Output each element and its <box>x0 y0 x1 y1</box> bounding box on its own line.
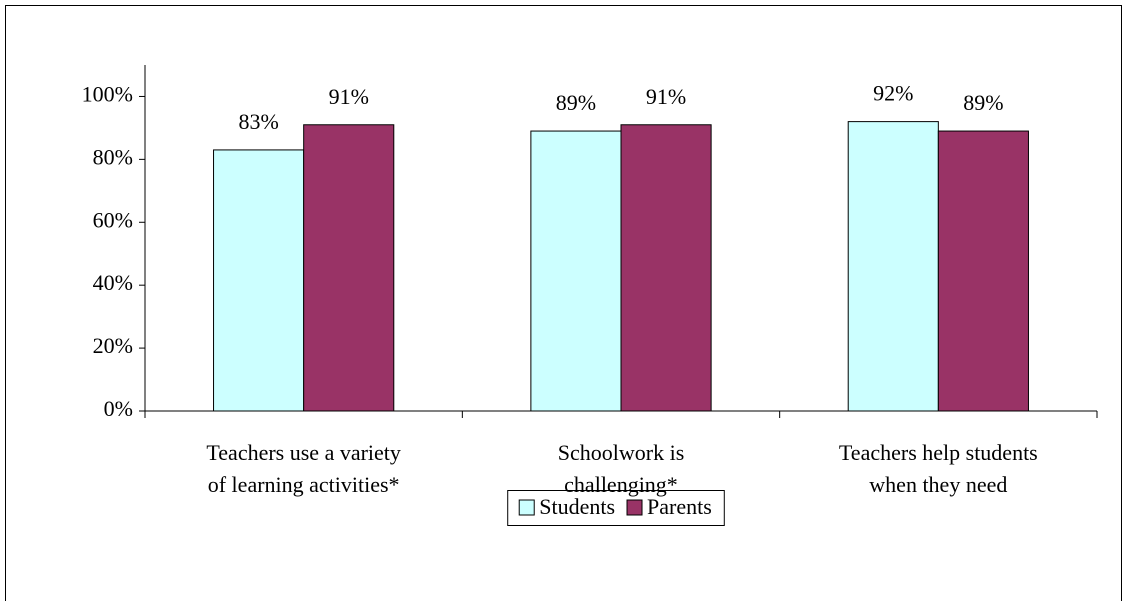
y-tick-label: 60% <box>93 207 133 232</box>
data-label: 91% <box>329 84 369 109</box>
x-tick-label: Teachers help students when they need <box>838 440 1038 497</box>
y-tick-label: 0% <box>104 396 133 421</box>
bar <box>303 124 395 412</box>
data-label: 89% <box>556 90 596 115</box>
y-tick-label: 100% <box>82 82 133 107</box>
x-tick-label: Teachers use a variety of learning activ… <box>206 440 401 497</box>
data-label: 89% <box>963 90 1003 115</box>
legend-swatch <box>518 499 535 516</box>
legend-box <box>507 490 725 526</box>
chart-border <box>5 5 1122 601</box>
y-tick-label: 20% <box>93 333 133 358</box>
data-label: 91% <box>646 84 686 109</box>
data-label: 92% <box>873 81 913 106</box>
data-label: 83% <box>238 109 278 134</box>
bar <box>620 124 712 412</box>
legend-label: Parents <box>647 494 712 519</box>
bar <box>213 149 305 412</box>
x-tick-label: Schoolwork is challenging* <box>557 440 685 497</box>
y-tick-label: 80% <box>93 144 133 169</box>
bar <box>847 121 939 412</box>
legend-label: Students <box>539 494 615 519</box>
legend-swatch <box>626 499 643 516</box>
bar <box>530 130 622 412</box>
bar <box>937 130 1029 412</box>
y-tick-label: 40% <box>93 270 133 295</box>
